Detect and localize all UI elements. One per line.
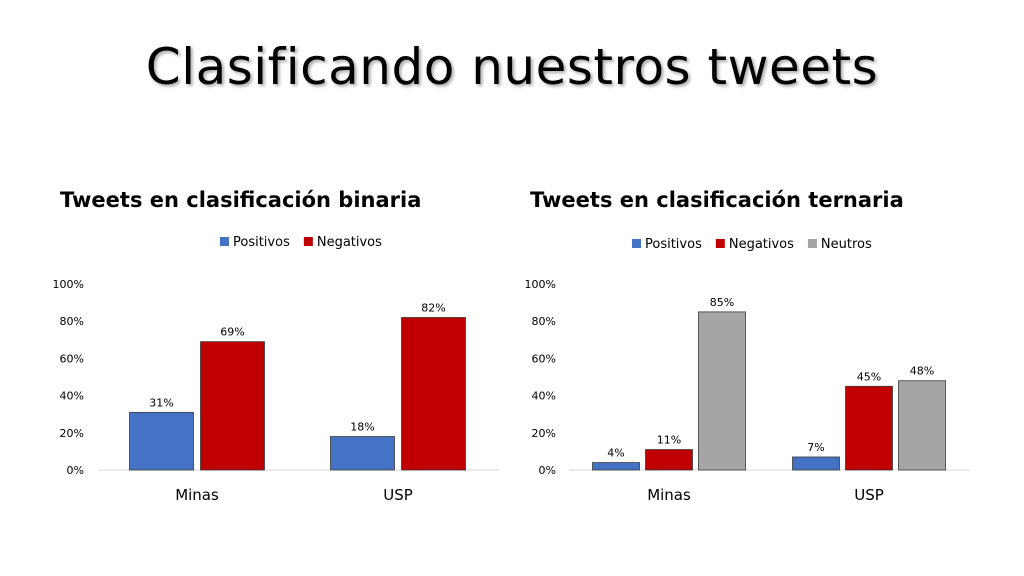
y-tick-label: 80% <box>60 315 84 328</box>
chart-title-binary: Tweets en clasificación binaria <box>60 188 422 212</box>
legend-label-positivos: Positivos <box>645 237 702 252</box>
y-tick-label: 40% <box>532 390 556 403</box>
bar-negativos-minas <box>645 449 693 471</box>
y-tick-label: 40% <box>60 390 84 403</box>
bar-negativos-minas <box>200 341 265 471</box>
legend-swatch-positivos <box>220 237 229 246</box>
legend-label-negativos: Negativos <box>317 235 382 250</box>
y-tick-label: 60% <box>60 352 84 365</box>
x-tick-label: Minas <box>647 486 691 504</box>
data-label: 4% <box>607 447 624 460</box>
data-label: 7% <box>807 441 824 454</box>
legend-label-negativos: Negativos <box>729 237 794 252</box>
data-label: 82% <box>421 301 445 314</box>
data-label: 85% <box>710 296 734 309</box>
y-tick-label: 20% <box>60 427 84 440</box>
x-tick-label: USP <box>854 486 884 504</box>
bar-negativos-usp <box>401 317 466 471</box>
bar-positivos-minas <box>129 411 194 471</box>
legend-swatch-neutros <box>807 239 817 248</box>
bar-negativos-usp <box>845 385 893 471</box>
legend-swatch-negativos <box>715 239 725 248</box>
y-tick-label: 20% <box>532 427 556 440</box>
bar-neutros-usp <box>898 380 946 471</box>
y-tick-label: 100% <box>525 278 556 291</box>
bar-positivos-usp <box>792 456 840 471</box>
y-tick-label: 60% <box>532 352 556 365</box>
y-tick-label: 0% <box>67 464 84 477</box>
bar-positivos-minas <box>592 462 640 471</box>
data-label: 48% <box>910 365 934 378</box>
legend-swatch-positivos <box>632 239 641 248</box>
x-tick-label: USP <box>383 486 413 504</box>
legend-label-neutros: Neutros <box>821 237 872 252</box>
y-tick-label: 100% <box>53 278 84 291</box>
data-label: 18% <box>350 421 374 434</box>
chart-title-ternary: Tweets en clasificación ternaria <box>530 188 904 212</box>
legend-swatch-negativos <box>303 237 313 246</box>
y-tick-label: 0% <box>539 464 556 477</box>
legend-label-positivos: Positivos <box>233 235 290 250</box>
data-label: 45% <box>857 370 881 383</box>
slide-title: Clasificando nuestros tweets <box>145 38 879 96</box>
data-label: 69% <box>220 326 244 339</box>
bar-positivos-usp <box>330 436 395 471</box>
x-tick-label: Minas <box>175 486 219 504</box>
bar-neutros-minas <box>698 311 746 471</box>
data-label: 31% <box>149 396 173 409</box>
y-tick-label: 80% <box>532 315 556 328</box>
data-label: 11% <box>657 434 681 447</box>
